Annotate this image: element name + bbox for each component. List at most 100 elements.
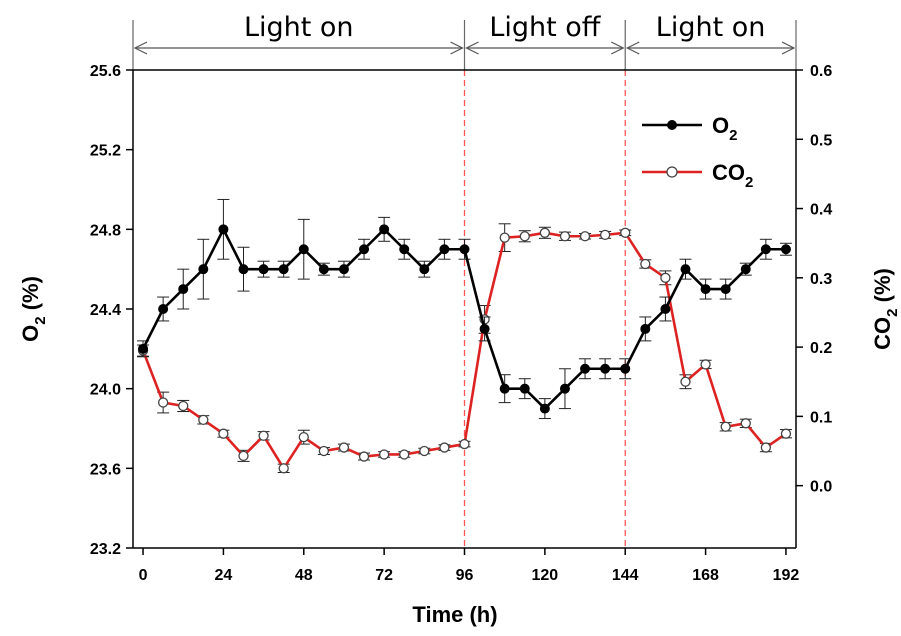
data-point <box>740 264 751 275</box>
x-tick-label: 96 <box>456 567 474 584</box>
phase-annotations: Light on Light off Light on <box>132 12 797 70</box>
data-point <box>680 376 691 387</box>
phase-label: Light on <box>244 12 354 43</box>
data-point <box>720 284 731 295</box>
data-point <box>519 383 530 394</box>
data-point <box>178 284 189 295</box>
x-tick-label: 72 <box>375 567 393 584</box>
right-y-tick-label: 0.0 <box>810 479 832 496</box>
label-rest: (%) <box>18 276 43 316</box>
data-point <box>499 232 510 243</box>
data-point <box>539 403 550 414</box>
left-y-tick-label: 24.4 <box>90 302 121 319</box>
label-rest: (%) <box>870 268 895 308</box>
x-tick-label: 0 <box>139 567 148 584</box>
data-point <box>218 428 229 439</box>
x-tick-label: 48 <box>295 567 313 584</box>
data-point <box>580 363 591 374</box>
right-y-tick-label: 0.3 <box>810 271 832 288</box>
data-point <box>358 451 370 462</box>
data-point <box>399 244 410 255</box>
label-subscript: 2 <box>729 127 737 144</box>
x-tick-label: 192 <box>773 567 800 584</box>
phase-label: Light off <box>489 12 601 43</box>
data-point <box>519 231 530 242</box>
boundary-lines <box>463 70 626 548</box>
data-point <box>399 449 410 460</box>
phase-arrow-head <box>610 41 625 55</box>
data-point <box>318 445 330 457</box>
axis-titles: Time (h) O2 (%)CO2 (%) <box>18 268 901 627</box>
data-point <box>419 445 430 457</box>
legend-marker-co2 <box>666 166 678 178</box>
data-point <box>298 244 309 255</box>
legend-label-o2: O2 <box>712 113 737 144</box>
data-point <box>258 430 269 441</box>
data-point <box>479 323 490 334</box>
right-y-tick-label: 0.2 <box>810 340 832 357</box>
x-axis-title: Time (h) <box>412 602 497 627</box>
label-subscript: 2 <box>884 308 901 316</box>
data-point <box>660 272 671 283</box>
legend: O2 CO2 <box>642 113 753 191</box>
left-y-axis-title: O2 (%) <box>18 276 49 342</box>
x-tick-label: 144 <box>612 567 639 584</box>
legend-marker-o2 <box>667 120 677 130</box>
series-o2 <box>137 198 792 420</box>
phase-arrow-head <box>781 41 796 55</box>
data-point <box>459 438 470 450</box>
x-tick-label: 168 <box>692 567 719 584</box>
legend-label-co2: CO2 <box>712 160 753 191</box>
right-y-tick-label: 0.1 <box>810 409 832 426</box>
axes: 0 24 48 72 96 120 144 168 192 23.2 23.6 24.0 24.4 24.… <box>90 63 832 584</box>
data-point <box>238 264 249 275</box>
data-point <box>258 264 269 275</box>
x-tick-label: 24 <box>215 567 233 584</box>
x-tick-label: 120 <box>532 567 559 584</box>
left-y-tick-label: 23.6 <box>90 461 121 478</box>
data-point <box>760 244 771 255</box>
data-point <box>198 264 209 275</box>
phase-arrow-head <box>450 41 464 55</box>
data-point <box>539 227 551 238</box>
data-point <box>620 363 631 374</box>
label-subscript: 2 <box>745 174 753 191</box>
left-y-tick-label: 23.2 <box>90 541 121 558</box>
data-point <box>359 244 370 255</box>
data-point <box>378 449 390 460</box>
data-point <box>579 231 591 242</box>
data-point <box>278 463 289 474</box>
data-point <box>298 432 309 443</box>
data-point <box>559 383 570 394</box>
data-point <box>559 231 571 242</box>
data-point <box>318 264 329 275</box>
data-point <box>379 224 390 235</box>
label-main: O <box>18 325 43 342</box>
left-y-tick-label: 24.0 <box>90 382 121 399</box>
data-point <box>680 264 691 275</box>
data-point <box>640 323 651 334</box>
data-point <box>419 264 430 275</box>
data-point <box>338 264 349 275</box>
data-point <box>620 227 631 238</box>
data-point <box>660 304 671 314</box>
data-point <box>600 363 611 374</box>
left-y-tick-label: 24.8 <box>90 222 121 239</box>
phase-arrow-head <box>133 41 148 55</box>
label-main: CO <box>870 317 895 350</box>
data-point <box>740 418 751 429</box>
right-y-axis-title: CO2 (%) <box>870 268 901 350</box>
data-point <box>760 442 772 453</box>
data-point <box>720 421 731 432</box>
data-point <box>780 244 791 255</box>
data-point <box>138 343 149 354</box>
data-point <box>178 400 189 412</box>
data-point <box>459 244 470 255</box>
series-layer <box>137 198 792 474</box>
data-point <box>499 383 510 394</box>
data-point <box>158 304 169 314</box>
label-subscript: 2 <box>32 316 49 324</box>
right-y-tick-label: 0.5 <box>810 132 832 149</box>
phase-label: Light on <box>656 12 766 43</box>
